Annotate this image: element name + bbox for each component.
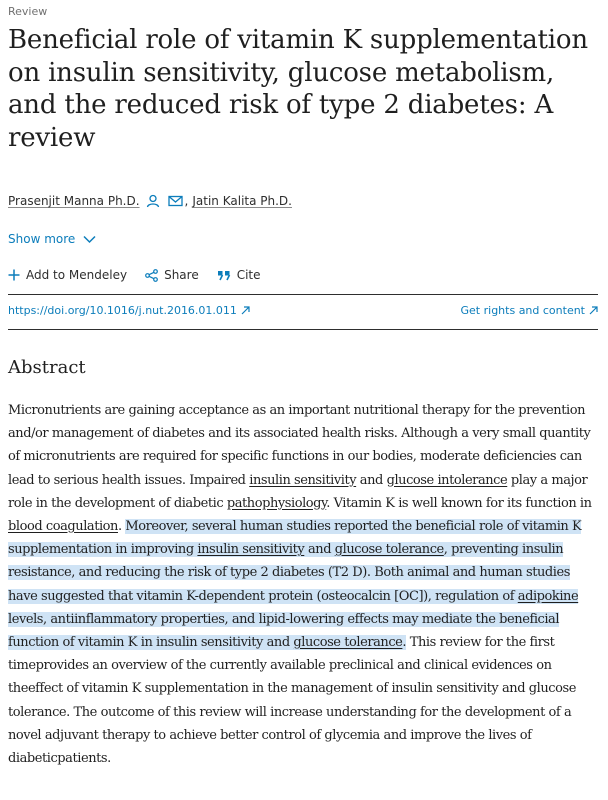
share-label: Share bbox=[164, 268, 199, 282]
abstract-text-segment: and bbox=[356, 472, 387, 488]
keyword-link-pathophysiology[interactable]: pathophysiology bbox=[226, 495, 327, 511]
keyword-link-insulin-sensitivity[interactable]: insulin sensitivity bbox=[249, 472, 357, 488]
external-arrow-icon bbox=[241, 306, 250, 315]
abstract-heading: Abstract bbox=[8, 357, 86, 378]
article-title: Beneficial role of vitamin K supplementa… bbox=[8, 25, 588, 153]
author-link-1[interactable]: Prasenjit Manna Ph.D. bbox=[8, 194, 140, 208]
show-more-button[interactable]: Show more bbox=[8, 232, 96, 246]
cite-label: Cite bbox=[236, 268, 261, 282]
divider bbox=[8, 294, 598, 295]
share-button[interactable]: Share bbox=[145, 268, 199, 282]
abstract-text-segment: play a major role in the development of … bbox=[8, 472, 588, 511]
abstract-text-segment: . bbox=[402, 635, 407, 651]
quote-icon bbox=[217, 270, 231, 281]
abstract-text-segment: and bbox=[304, 542, 335, 558]
get-rights-link[interactable]: Get rights and content bbox=[461, 304, 598, 317]
cite-button[interactable]: Cite bbox=[217, 268, 261, 282]
author-link-2[interactable]: Jatin Kalita Ph.D. bbox=[192, 194, 292, 208]
keyword-link-glucose-tolerance[interactable]: glucose tolerance bbox=[293, 635, 403, 651]
chevron-down-icon bbox=[83, 235, 96, 244]
article-actions: Add to Mendeley Share Cite bbox=[8, 268, 279, 282]
keyword-link-blood-coagulation[interactable]: blood coagulation bbox=[8, 519, 118, 535]
highlighted-text: Moreover, several human studies reported… bbox=[8, 519, 582, 651]
plus-icon bbox=[8, 269, 20, 281]
author-separator: , bbox=[184, 194, 189, 208]
share-icon bbox=[145, 268, 158, 282]
abstract-text-segment: , preventing insulin resistance, and red… bbox=[8, 542, 570, 604]
keyword-link-insulin-sensitivity[interactable]: insulin sensitivity bbox=[197, 542, 305, 558]
divider bbox=[8, 329, 598, 330]
get-rights-label: Get rights and content bbox=[460, 304, 585, 317]
doi-link[interactable]: https://doi.org/10.1016/j.nut.2016.01.01… bbox=[8, 304, 250, 317]
add-to-mendeley-button[interactable]: Add to Mendeley bbox=[8, 268, 127, 282]
abstract-text: Micronutrients are gaining acceptance as… bbox=[8, 399, 592, 770]
abstract-text-segment: Micronutrients are gaining acceptance as… bbox=[8, 403, 591, 488]
abstract-text-segment: This review for the first timeprovides a… bbox=[8, 635, 576, 767]
abstract-text-segment: . Vitamin K is well known for its functi… bbox=[326, 495, 592, 511]
abstract-text-segment: . bbox=[117, 519, 126, 535]
keyword-link-glucose-intolerance[interactable]: glucose intolerance bbox=[386, 472, 508, 488]
show-more-label: Show more bbox=[8, 232, 76, 246]
envelope-icon[interactable] bbox=[167, 195, 183, 207]
keyword-link-adipokine[interactable]: adipokine bbox=[517, 588, 579, 604]
doi-label: https://doi.org/10.1016/j.nut.2016.01.01… bbox=[8, 304, 237, 317]
article-type-label: Review bbox=[8, 5, 48, 18]
external-arrow-icon bbox=[589, 306, 598, 315]
add-to-mendeley-label: Add to Mendeley bbox=[26, 268, 128, 282]
person-icon[interactable] bbox=[146, 194, 160, 208]
abstract-text-segment: levels, antiinflammatory properties, and… bbox=[8, 611, 560, 651]
author-list: Prasenjit Manna Ph.D. , Jatin Kalita Ph.… bbox=[8, 194, 292, 208]
abstract-text-segment: Moreover, several human studies reported… bbox=[8, 519, 582, 558]
keyword-link-glucose-tolerance[interactable]: glucose tolerance bbox=[334, 542, 444, 558]
